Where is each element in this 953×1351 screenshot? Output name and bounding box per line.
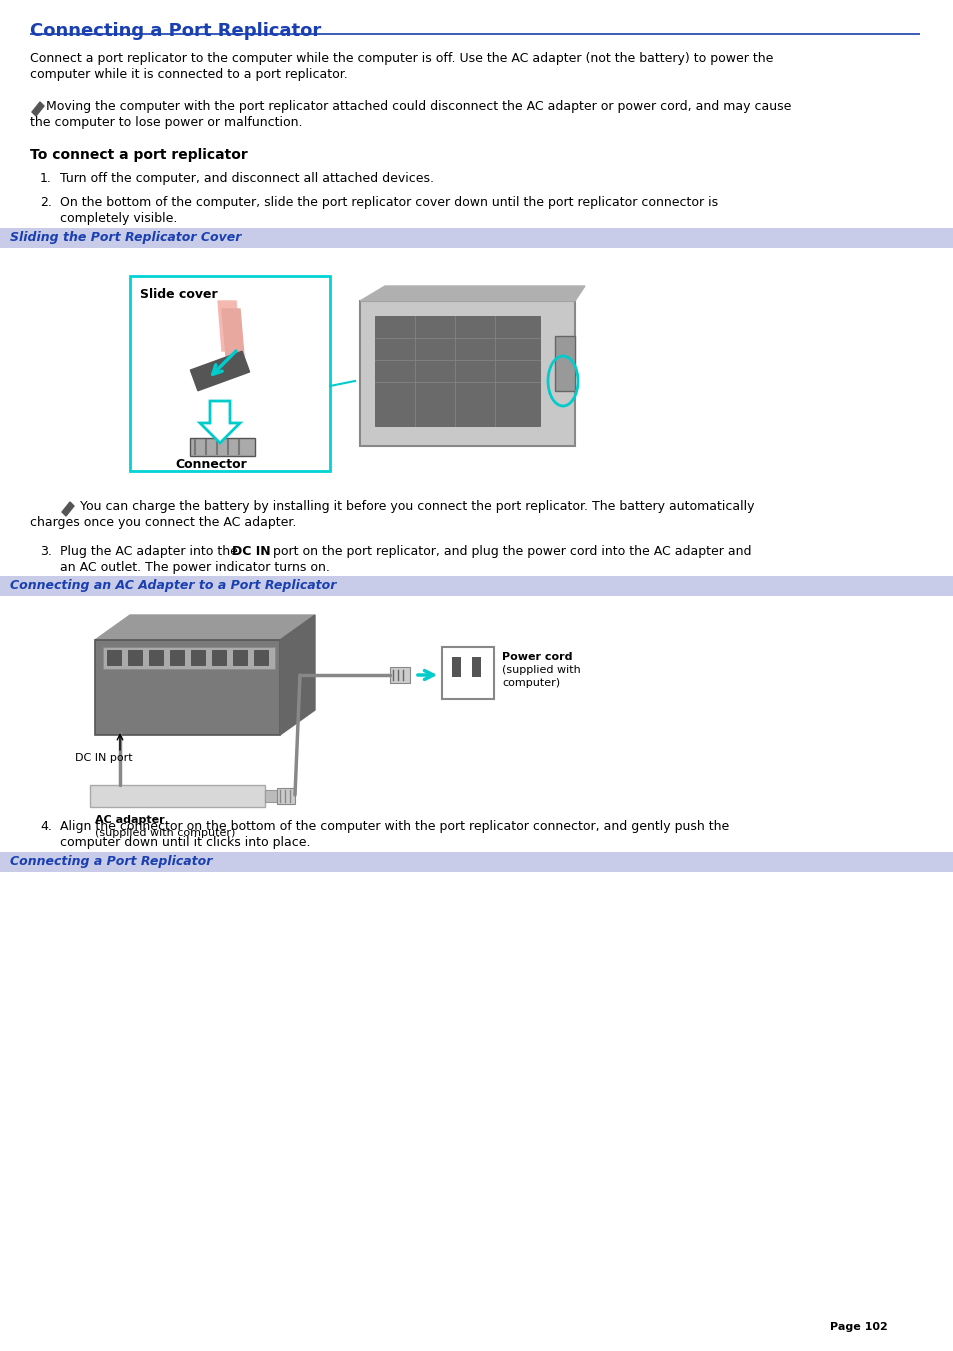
Bar (212, 650, 226, 665)
Text: DC IN: DC IN (232, 544, 271, 558)
Text: an AC outlet. The power indicator turns on.: an AC outlet. The power indicator turns … (60, 561, 330, 574)
Bar (107, 650, 121, 665)
Bar (375, 316, 539, 426)
Text: On the bottom of the computer, slide the port replicator cover down until the po: On the bottom of the computer, slide the… (60, 196, 718, 209)
Text: Page 102: Page 102 (829, 1323, 887, 1332)
Polygon shape (191, 351, 250, 390)
Bar (276, 788, 294, 804)
Text: the computer to lose power or malfunction.: the computer to lose power or malfunctio… (30, 116, 302, 128)
Bar (359, 301, 575, 446)
Bar (170, 650, 184, 665)
Bar (103, 647, 274, 669)
Text: computer): computer) (501, 678, 559, 688)
Bar (472, 657, 480, 677)
Text: Slide cover: Slide cover (140, 288, 217, 301)
Bar (253, 650, 268, 665)
Text: Connecting a Port Replicator: Connecting a Port Replicator (10, 855, 213, 867)
Polygon shape (32, 101, 44, 116)
Polygon shape (62, 503, 74, 516)
Polygon shape (222, 309, 244, 357)
Text: completely visible.: completely visible. (60, 212, 177, 226)
Polygon shape (280, 615, 314, 735)
Bar (233, 650, 247, 665)
Text: port on the port replicator, and plug the power cord into the AC adapter and: port on the port replicator, and plug th… (269, 544, 751, 558)
Bar (149, 650, 163, 665)
Text: 4.: 4. (40, 820, 51, 834)
Text: Align the connector on the bottom of the computer with the port replicator conne: Align the connector on the bottom of the… (60, 820, 728, 834)
Text: (supplied with: (supplied with (501, 665, 580, 676)
Bar (0, 576, 953, 596)
Bar (190, 438, 254, 457)
Text: Turn off the computer, and disconnect all attached devices.: Turn off the computer, and disconnect al… (60, 172, 434, 185)
Text: To connect a port replicator: To connect a port replicator (30, 149, 248, 162)
Text: Connector: Connector (174, 458, 247, 471)
Text: computer while it is connected to a port replicator.: computer while it is connected to a port… (30, 68, 348, 81)
Bar (95, 640, 280, 735)
Text: Power cord: Power cord (501, 653, 572, 662)
Text: Plug the AC adapter into the: Plug the AC adapter into the (60, 544, 242, 558)
Bar (441, 647, 494, 698)
Text: AC adapter: AC adapter (95, 815, 165, 825)
Text: You can charge the battery by installing it before you connect the port replicat: You can charge the battery by installing… (80, 500, 754, 513)
Bar (0, 852, 953, 871)
Bar (265, 790, 276, 802)
Polygon shape (200, 401, 240, 443)
Bar (390, 667, 410, 684)
Bar (0, 228, 953, 249)
Text: computer down until it clicks into place.: computer down until it clicks into place… (60, 836, 310, 848)
Bar (452, 657, 460, 677)
Text: Moving the computer with the port replicator attached could disconnect the AC ad: Moving the computer with the port replic… (46, 100, 791, 113)
Text: 2.: 2. (40, 196, 51, 209)
Text: 3.: 3. (40, 544, 51, 558)
Text: Connecting a Port Replicator: Connecting a Port Replicator (30, 22, 321, 41)
Bar (191, 650, 205, 665)
Bar (130, 276, 330, 471)
Bar (555, 336, 575, 390)
Bar (128, 650, 142, 665)
Bar (90, 785, 265, 807)
Text: Sliding the Port Replicator Cover: Sliding the Port Replicator Cover (10, 231, 241, 245)
Polygon shape (359, 286, 584, 301)
Text: Connect a port replicator to the computer while the computer is off. Use the AC : Connect a port replicator to the compute… (30, 51, 773, 65)
Polygon shape (218, 301, 240, 351)
Text: charges once you connect the AC adapter.: charges once you connect the AC adapter. (30, 516, 296, 530)
Text: 1.: 1. (40, 172, 51, 185)
Text: Connecting an AC Adapter to a Port Replicator: Connecting an AC Adapter to a Port Repli… (10, 580, 336, 592)
Text: (supplied with computer): (supplied with computer) (95, 828, 235, 838)
Text: DC IN port: DC IN port (75, 753, 132, 763)
Polygon shape (95, 615, 314, 640)
